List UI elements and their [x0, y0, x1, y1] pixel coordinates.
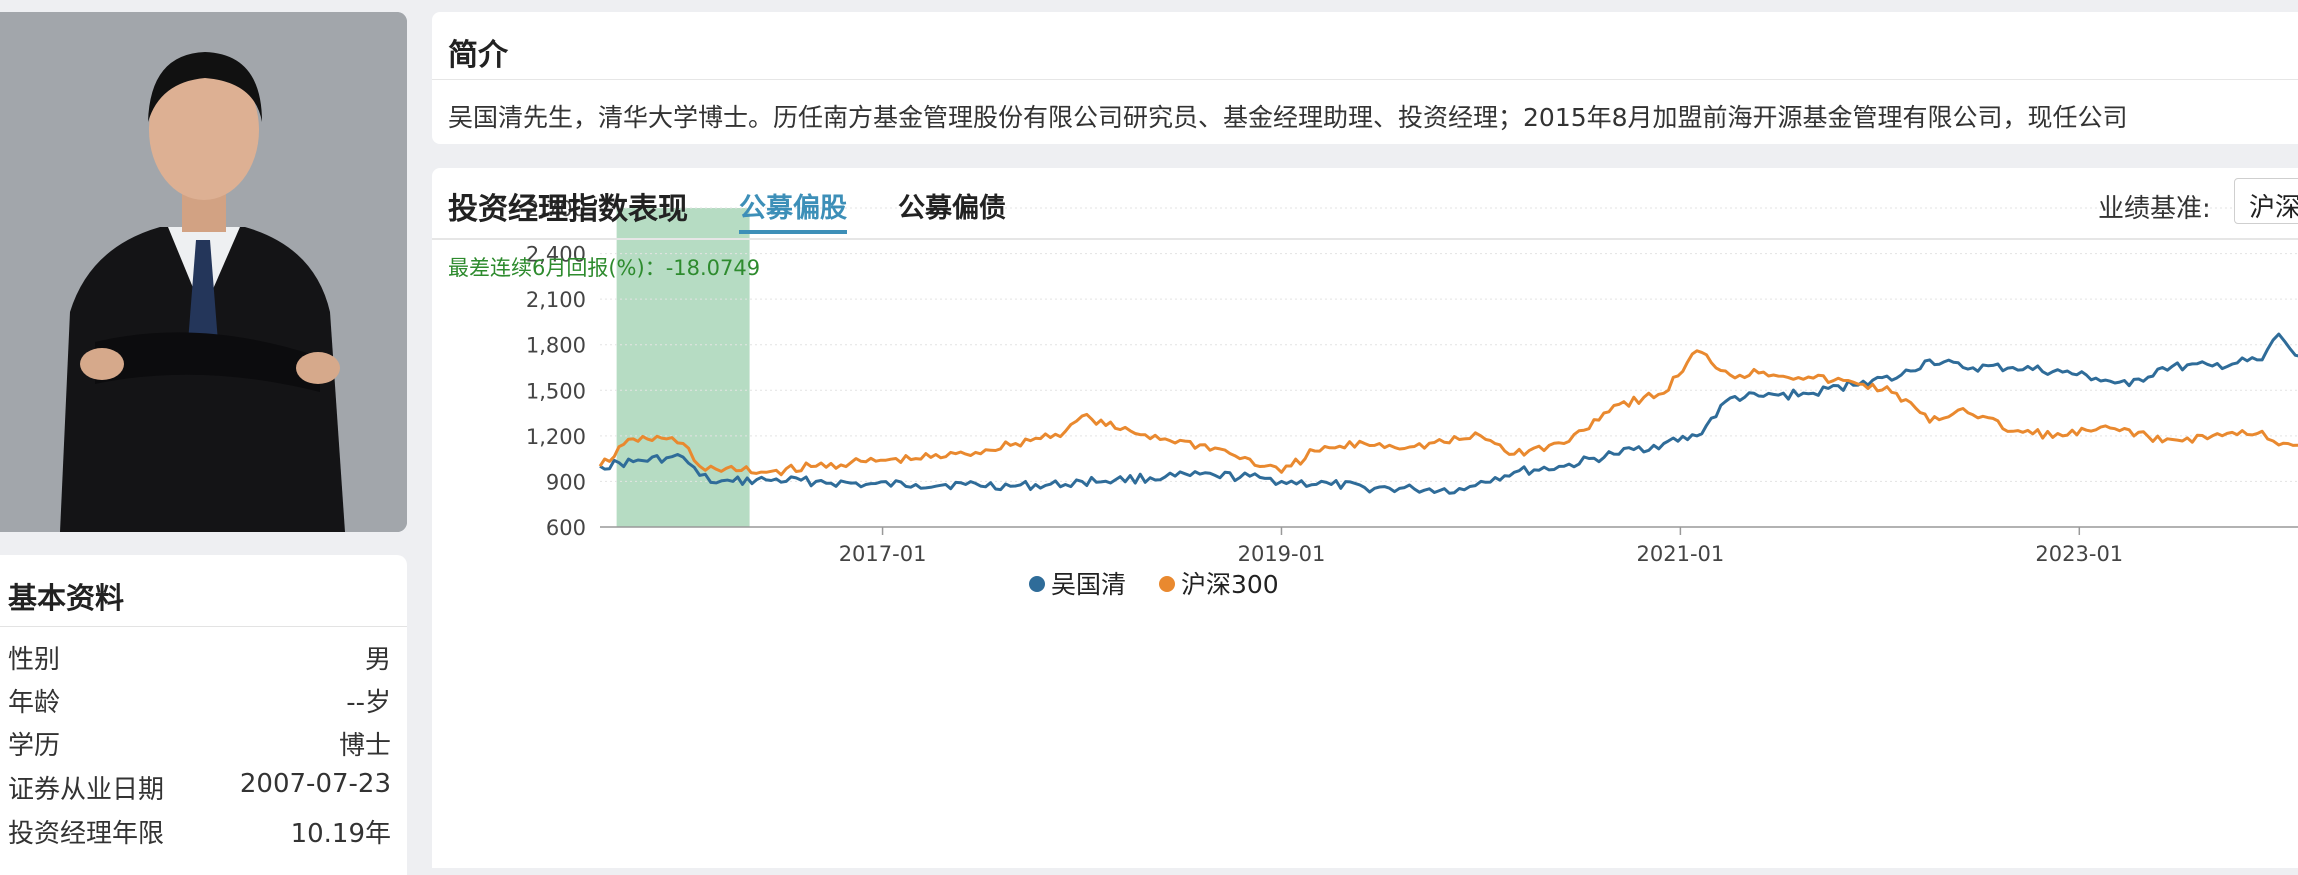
- y-tick-label: 900: [546, 470, 586, 494]
- info-value: 博士: [338, 731, 391, 761]
- info-value: --岁: [346, 688, 391, 718]
- intro-text: 吴国清先生，清华大学博士。历任南方基金管理股份有限公司研究员、基金经理助理、投资…: [448, 103, 2128, 132]
- tab-bond-funds[interactable]: 公募偏债: [898, 193, 1006, 224]
- info-label: 证券从业日期: [8, 775, 165, 805]
- y-tick-label: 2,400: [526, 243, 586, 267]
- y-tick-label: 1,500: [526, 379, 586, 403]
- x-tick-label: 2019-01: [1238, 542, 1326, 566]
- chart-panel-title: 投资经理指数表现: [448, 192, 688, 227]
- benchmark-select[interactable]: 沪深300: [2234, 178, 2298, 224]
- info-value: 10.19年: [290, 819, 391, 849]
- y-tick-label: 2,700: [526, 197, 586, 221]
- info-label: 年龄: [8, 688, 61, 718]
- legend-marker: [1159, 576, 1175, 592]
- info-row-education: 学历 博士: [8, 725, 391, 765]
- info-row-years: 投资经理年限 10.19年: [8, 813, 391, 853]
- benchmark-label: 业绩基准:: [2098, 194, 2211, 224]
- performance-card: 600 900 1,200 1,500 1,800 2,100 2,400 2,700 2017…: [432, 168, 2298, 868]
- y-tick-label: 2,100: [526, 288, 586, 312]
- basic-info-title: 基本资料: [0, 555, 407, 627]
- manager-photo: [0, 12, 407, 532]
- info-row-gender: 性别 男: [8, 639, 391, 679]
- info-value: 男: [364, 645, 391, 675]
- tab-equity-funds[interactable]: 公募偏股: [739, 193, 847, 224]
- y-tick-label: 1,200: [526, 425, 586, 449]
- legend-marker: [1029, 576, 1045, 592]
- performance-chart: 600 900 1,200 1,500 1,800 2,100 2,400 2,700 2017…: [526, 197, 2298, 599]
- active-tab-indicator: [739, 230, 847, 234]
- drawdown-highlight: [616, 208, 750, 527]
- legend-label: 沪深300: [1181, 570, 1279, 599]
- legend-label: 吴国清: [1051, 570, 1126, 599]
- y-tick-label: 1,800: [526, 334, 586, 358]
- series-line-manager: [599, 332, 2298, 495]
- worst-6m-return: 最差连续6月回报(%)：-18.0749: [448, 256, 761, 280]
- info-label: 投资经理年限: [8, 819, 165, 849]
- series-line-index: [598, 349, 2298, 477]
- x-tick-label: 2017-01: [839, 542, 927, 566]
- x-tick-label: 2023-01: [2035, 542, 2123, 566]
- info-row-start-date: 证券从业日期 2007-07-23: [8, 769, 391, 809]
- info-label: 学历: [8, 731, 61, 761]
- info-label: 性别: [8, 645, 61, 675]
- chart-header: 投资经理指数表现 公募偏股 公募偏债 业绩基准: 沪深300: [432, 168, 2298, 240]
- info-row-age: 年龄 --岁: [8, 682, 391, 722]
- y-tick-label: 600: [546, 516, 586, 540]
- basic-info-card: 基本资料 性别 男 年龄 --岁 学历 博士 证券从业日期 2007-07-23…: [0, 555, 407, 875]
- intro-title: 简介: [432, 12, 2298, 80]
- info-value: 2007-07-23: [239, 769, 391, 799]
- x-tick-label: 2021-01: [1637, 542, 1725, 566]
- intro-card: 简介 吴国清先生，清华大学博士。历任南方基金管理股份有限公司研究员、基金经理助理…: [432, 12, 2298, 144]
